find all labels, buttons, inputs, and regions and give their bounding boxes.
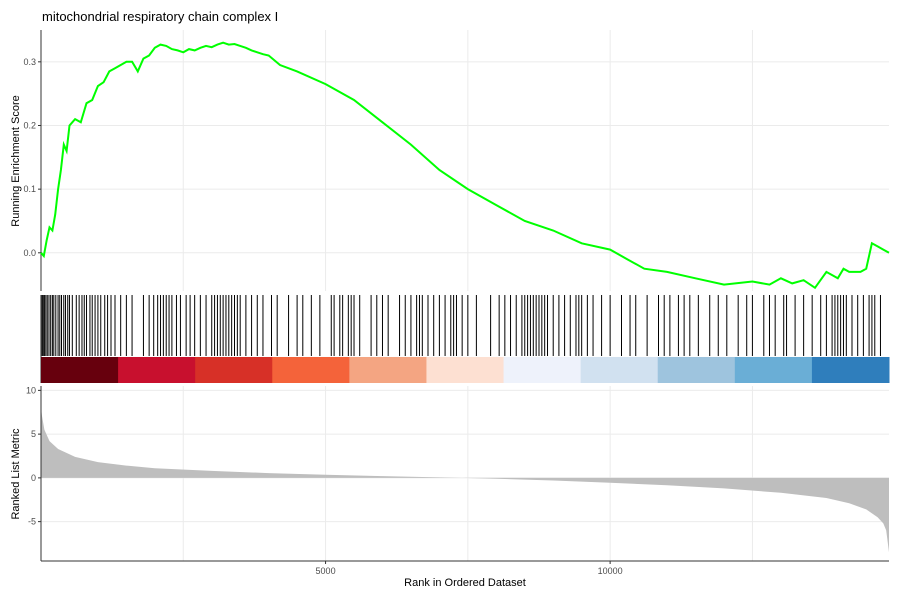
y-tick-label: 5: [31, 429, 36, 439]
color-bar-segment: [272, 357, 350, 383]
color-bar-segment: [811, 357, 890, 383]
color-bar-segment: [503, 357, 582, 383]
x-tick-label: 10000: [598, 566, 623, 576]
color-bar-segment: [734, 357, 813, 383]
y-tick-label: 10: [26, 385, 36, 395]
color-bar-segment: [426, 357, 505, 383]
ranked-metric-ylabel: Ranked List Metric: [10, 428, 22, 520]
color-bar-segment: [118, 357, 196, 383]
color-bar-segment: [195, 357, 273, 383]
gene-hits-panel: [40, 295, 890, 383]
y-tick-label: 0.0: [23, 248, 36, 258]
chart-title: mitochondrial respiratory chain complex …: [42, 9, 278, 24]
color-bar-segment: [580, 357, 659, 383]
color-bar-segment: [349, 357, 427, 383]
y-tick-label: -5: [28, 517, 36, 527]
running-score-line: [40, 41, 890, 290]
running-score-panel: 0.0 0.1 0.2 0.3 Running Enrichment Score: [10, 30, 890, 291]
color-bar-segment: [41, 357, 119, 383]
y-tick-label: 0.3: [23, 57, 36, 67]
x-tick-label: 5000: [316, 566, 336, 576]
x-axis-label: Rank in Ordered Dataset: [404, 577, 526, 589]
ranked-metric-panel: -5 0 5 10 5000 10000 Ranked List Metric Rank…: [10, 385, 889, 589]
running-score-ylabel: Running Enrichment Score: [10, 95, 22, 226]
ranked-metric-area: [41, 407, 889, 553]
y-tick-label: 0: [31, 473, 36, 483]
y-tick-label: 0.1: [23, 184, 36, 194]
y-tick-label: 0.2: [23, 120, 36, 130]
color-bar-segment: [657, 357, 736, 383]
